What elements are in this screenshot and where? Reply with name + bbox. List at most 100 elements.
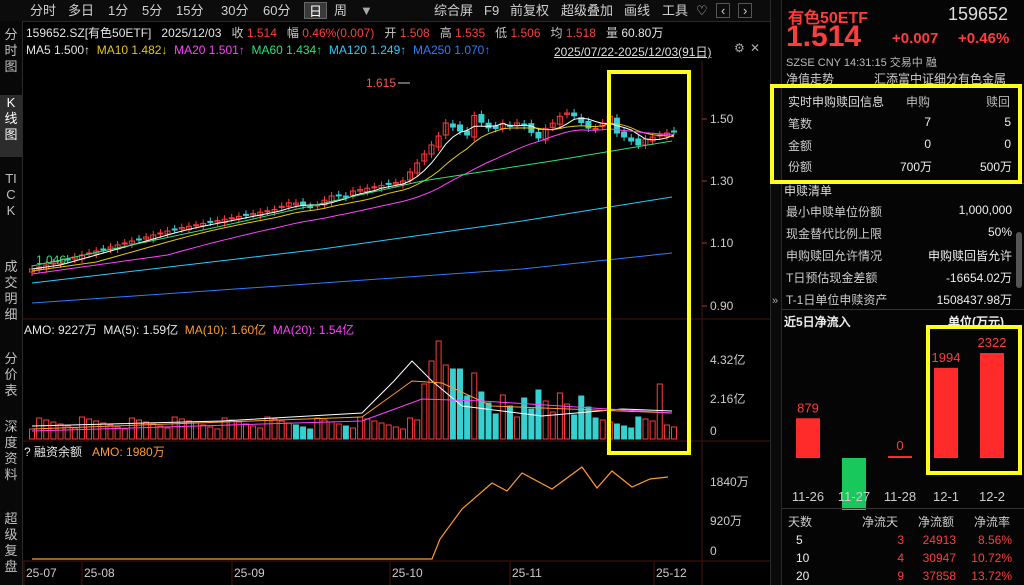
high-price-label: 1.615	[366, 76, 396, 90]
volume-bar	[171, 416, 178, 440]
volume-bar	[621, 425, 628, 440]
tab-multiday[interactable]: 多日	[68, 3, 95, 18]
nav-price-table[interactable]: 分价表	[4, 351, 18, 398]
tab-day[interactable]: 日	[304, 2, 328, 19]
last-price: 1.514	[786, 20, 862, 53]
volume-bar	[285, 422, 292, 440]
ma250-line	[31, 252, 673, 304]
tab-15min[interactable]: 15分	[176, 3, 204, 18]
volume-bar	[371, 420, 378, 440]
table-cell: 10.72%	[971, 551, 1012, 565]
volume-bar	[321, 419, 328, 440]
ma5-value: MA5 1.500↑	[26, 43, 91, 57]
table-cell: 9	[897, 569, 904, 583]
dropdown-icon[interactable]: ▼	[360, 3, 373, 18]
candle-body	[542, 127, 549, 141]
nav-depth-data[interactable]: 深度资料	[4, 419, 18, 482]
table-cell: 37858	[922, 569, 956, 583]
menu-forward-adjust[interactable]: 前复权	[510, 3, 550, 18]
volume-bar	[314, 417, 321, 440]
amo-ma5-line	[31, 360, 673, 427]
menu-super-overlay[interactable]: 超级叠加	[561, 3, 614, 18]
tab-1min[interactable]: 1分	[108, 3, 129, 18]
candle-body	[556, 115, 563, 125]
table-cell: 5	[796, 533, 803, 547]
inflow-value-label: 2322	[978, 335, 1007, 350]
volume-bar	[257, 427, 264, 440]
exchange: SZSE	[786, 57, 815, 69]
margin-tick-label: 0	[710, 544, 717, 558]
candle-body	[592, 127, 599, 130]
candle-body	[335, 194, 342, 197]
volume-bar	[278, 420, 285, 440]
nav-timeshare[interactable]: 分时图	[4, 27, 18, 74]
fund-name: 有色50ETF	[788, 10, 869, 27]
volume-bar	[300, 426, 307, 440]
nav-trade-detail[interactable]: 成交明细	[4, 259, 18, 322]
tab-nav-trend[interactable]: 净值走势	[786, 72, 835, 86]
inflow-bar	[842, 458, 866, 510]
scrollbar-thumb[interactable]	[1016, 232, 1022, 288]
candle-body	[414, 162, 421, 174]
candle-body	[243, 213, 249, 216]
volume-bar	[207, 426, 214, 440]
stock-code: 159652.SZ[有色50ETF]	[26, 26, 152, 40]
tab-30min[interactable]: 30分	[221, 3, 249, 18]
close-icon[interactable]: ✕	[750, 41, 761, 55]
highlight-box	[770, 84, 1022, 184]
heart-icon[interactable]: ♡	[696, 3, 708, 18]
tab-week[interactable]: 周	[334, 3, 348, 18]
kline-chart-area[interactable]: 159652.SZ[有色50ETF] 2025/12/03 收 1.514 幅 …	[22, 21, 770, 585]
volume-bar	[107, 424, 114, 440]
volume-bar	[571, 414, 578, 440]
expand-panel-icon[interactable]: »	[772, 295, 779, 307]
candle-body	[257, 211, 264, 217]
nav-kline[interactable]: K线图	[0, 95, 22, 157]
ma60-line	[31, 140, 673, 267]
candle-body	[171, 228, 178, 231]
inflow-date-label: 12-2	[979, 489, 1005, 504]
volume-bar	[100, 422, 107, 440]
margin-tick-label: 1840万	[710, 475, 749, 489]
candle-body	[442, 122, 449, 136]
candle-body	[385, 182, 392, 185]
menu-draw-line[interactable]: 画线	[624, 3, 651, 18]
volume-bar	[357, 416, 364, 440]
chevron-right-icon[interactable]: ›	[738, 3, 753, 18]
ma10-line	[31, 122, 675, 272]
menu-tools[interactable]: 工具	[662, 3, 689, 18]
margin-flag: 融	[925, 57, 937, 69]
volume-bar	[428, 360, 435, 440]
volume-bar	[150, 423, 157, 440]
nav-tick[interactable]: TICK	[5, 171, 17, 218]
menu-f9[interactable]: F9	[484, 3, 500, 18]
price-pct: +0.46%	[958, 30, 1010, 47]
volume-bar	[328, 421, 335, 440]
tab-timeshare[interactable]: 分时	[30, 3, 57, 18]
price-tick-label: 1.30	[710, 174, 734, 188]
candle-body	[421, 153, 428, 162]
settings-icon[interactable]: ⚙	[734, 41, 745, 55]
nav-super-review[interactable]: 超级复盘	[4, 511, 18, 574]
candle-body	[136, 238, 142, 241]
volume-bar	[663, 424, 670, 440]
volume-bar	[449, 368, 456, 440]
inflow-value-label: 1994	[932, 350, 961, 365]
date-tick-label: 25-10	[392, 566, 423, 580]
candle-body	[478, 114, 485, 123]
tab-5min[interactable]: 5分	[142, 3, 163, 18]
tab-fund-info[interactable]: 汇添富中证细分有色金属	[874, 72, 1007, 86]
volume-bar	[485, 402, 492, 440]
chart-canvas: 1.50 1.30 1.10 0.90 4.32亿 2.16亿 0 1840万 920万 0 25-…	[22, 61, 770, 585]
volume-bar	[521, 397, 528, 440]
menu-composite-screen[interactable]: 综合屏	[434, 3, 474, 18]
volume-bar	[635, 416, 642, 440]
list-item-label: T-1日单位申赎资产	[786, 293, 888, 307]
volume-bar	[250, 425, 257, 440]
candle-body	[221, 218, 228, 224]
candle-body	[264, 210, 271, 213]
volume-bar	[243, 423, 249, 440]
chevron-left-icon[interactable]: ‹	[716, 3, 731, 18]
tab-60min[interactable]: 60分	[263, 3, 291, 18]
table-cell: 24913	[922, 533, 956, 547]
